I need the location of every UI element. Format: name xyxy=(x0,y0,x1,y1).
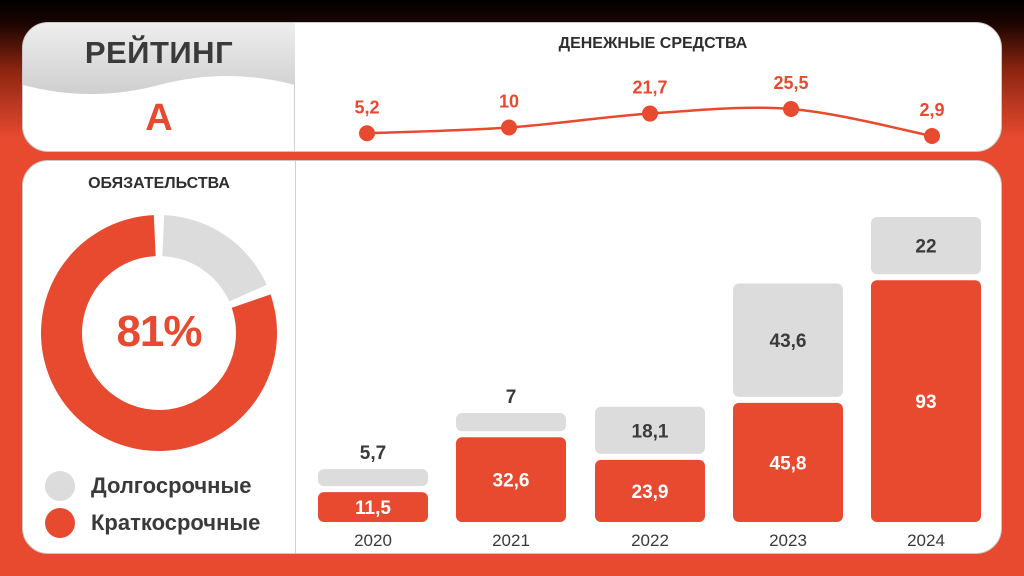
legend-label-short-term: Краткосрочные xyxy=(91,510,261,535)
bar-long-term-2023 xyxy=(733,283,843,397)
cash-label-2022: 21,7 xyxy=(632,78,667,98)
panel-divider xyxy=(295,161,296,553)
x-tick-label-2023: 2023 xyxy=(769,531,807,550)
bar-label-long-term-2023: 43,6 xyxy=(770,331,807,352)
cash-label-2024: 2,9 xyxy=(919,100,944,120)
cash-chart-title: ДЕНЕЖНЫЕ СРЕДСТВА xyxy=(558,35,748,52)
donut-center-label: 81% xyxy=(116,307,202,356)
cash-point-2020 xyxy=(359,125,375,142)
top-panel: РЕЙТИНГ А ДЕНЕЖНЫЕ СРЕДСТВА 5,2 10 21,7 25,… xyxy=(22,22,1002,152)
cash-label-2020: 5,2 xyxy=(354,97,379,117)
cash-label-2023: 25,5 xyxy=(773,73,808,93)
x-tick-label-2021: 2021 xyxy=(492,531,530,550)
bar-long-term-2022 xyxy=(595,406,705,454)
legend-item-long-term: Долгосрочные xyxy=(45,470,251,502)
legend-label-long-term: Долгосрочные xyxy=(91,473,252,498)
bar-short-term-2023 xyxy=(733,402,843,522)
bar-long-term-2021 xyxy=(456,413,566,432)
x-tick-label-2024: 2024 xyxy=(907,531,945,550)
donut-slice-long-term xyxy=(162,215,267,302)
bar-long-term-2024 xyxy=(871,217,981,275)
liabilities-donut-chart xyxy=(40,215,277,451)
bar-label-short-term-2020: 11,5 xyxy=(355,498,391,519)
bar-label-short-term-2022: 23,9 xyxy=(632,482,669,503)
bar-short-term-2021 xyxy=(456,437,566,522)
cash-point-2021 xyxy=(501,119,517,136)
bar-long-term-2020 xyxy=(318,469,428,487)
x-tick-label-2022: 2022 xyxy=(631,531,669,550)
bar-label-short-term-2021: 32,6 xyxy=(493,471,530,492)
legend-item-short-term: Краткосрочные xyxy=(45,507,260,539)
bar-label-short-term-2024: 93 xyxy=(915,392,936,413)
bar-label-long-term-2021: 7 xyxy=(506,387,517,408)
legend-swatch-short-term xyxy=(45,508,75,538)
cash-point-2024 xyxy=(924,128,940,144)
rating-value: А xyxy=(145,97,173,139)
bar-short-term-2024 xyxy=(871,280,981,522)
liabilities-bar-chart: 11,5 5,7 2020 32,6 7 2021 23,9 18,1 2022 45,8 43,6… xyxy=(318,217,981,550)
cash-line-chart: 5,2 10 21,7 25,5 2,9 xyxy=(354,73,945,144)
legend-swatch-long-term xyxy=(45,471,75,501)
liabilities-title: ОБЯЗАТЕЛЬСТВА xyxy=(88,175,230,192)
cash-label-2021: 10 xyxy=(499,92,519,112)
rating-title-background xyxy=(23,23,295,94)
rating-box: РЕЙТИНГ А xyxy=(23,23,295,151)
donut-slice-short-term xyxy=(40,215,277,451)
bar-label-long-term-2020: 5,7 xyxy=(360,443,386,464)
bar-label-short-term-2023: 45,8 xyxy=(770,453,807,474)
bar-label-long-term-2024: 22 xyxy=(915,237,936,258)
x-tick-label-2020: 2020 xyxy=(354,531,392,550)
rating-title: РЕЙТИНГ xyxy=(84,35,234,70)
bottom-panel: ОБЯЗАТЕЛЬСТВА 81% Долгосрочные Краткосро… xyxy=(22,160,1002,554)
cash-point-2022 xyxy=(642,105,658,122)
bar-label-long-term-2022: 18,1 xyxy=(632,421,669,442)
bar-short-term-2022 xyxy=(595,459,705,522)
bar-short-term-2020 xyxy=(318,492,428,522)
cash-point-2023 xyxy=(783,101,799,117)
